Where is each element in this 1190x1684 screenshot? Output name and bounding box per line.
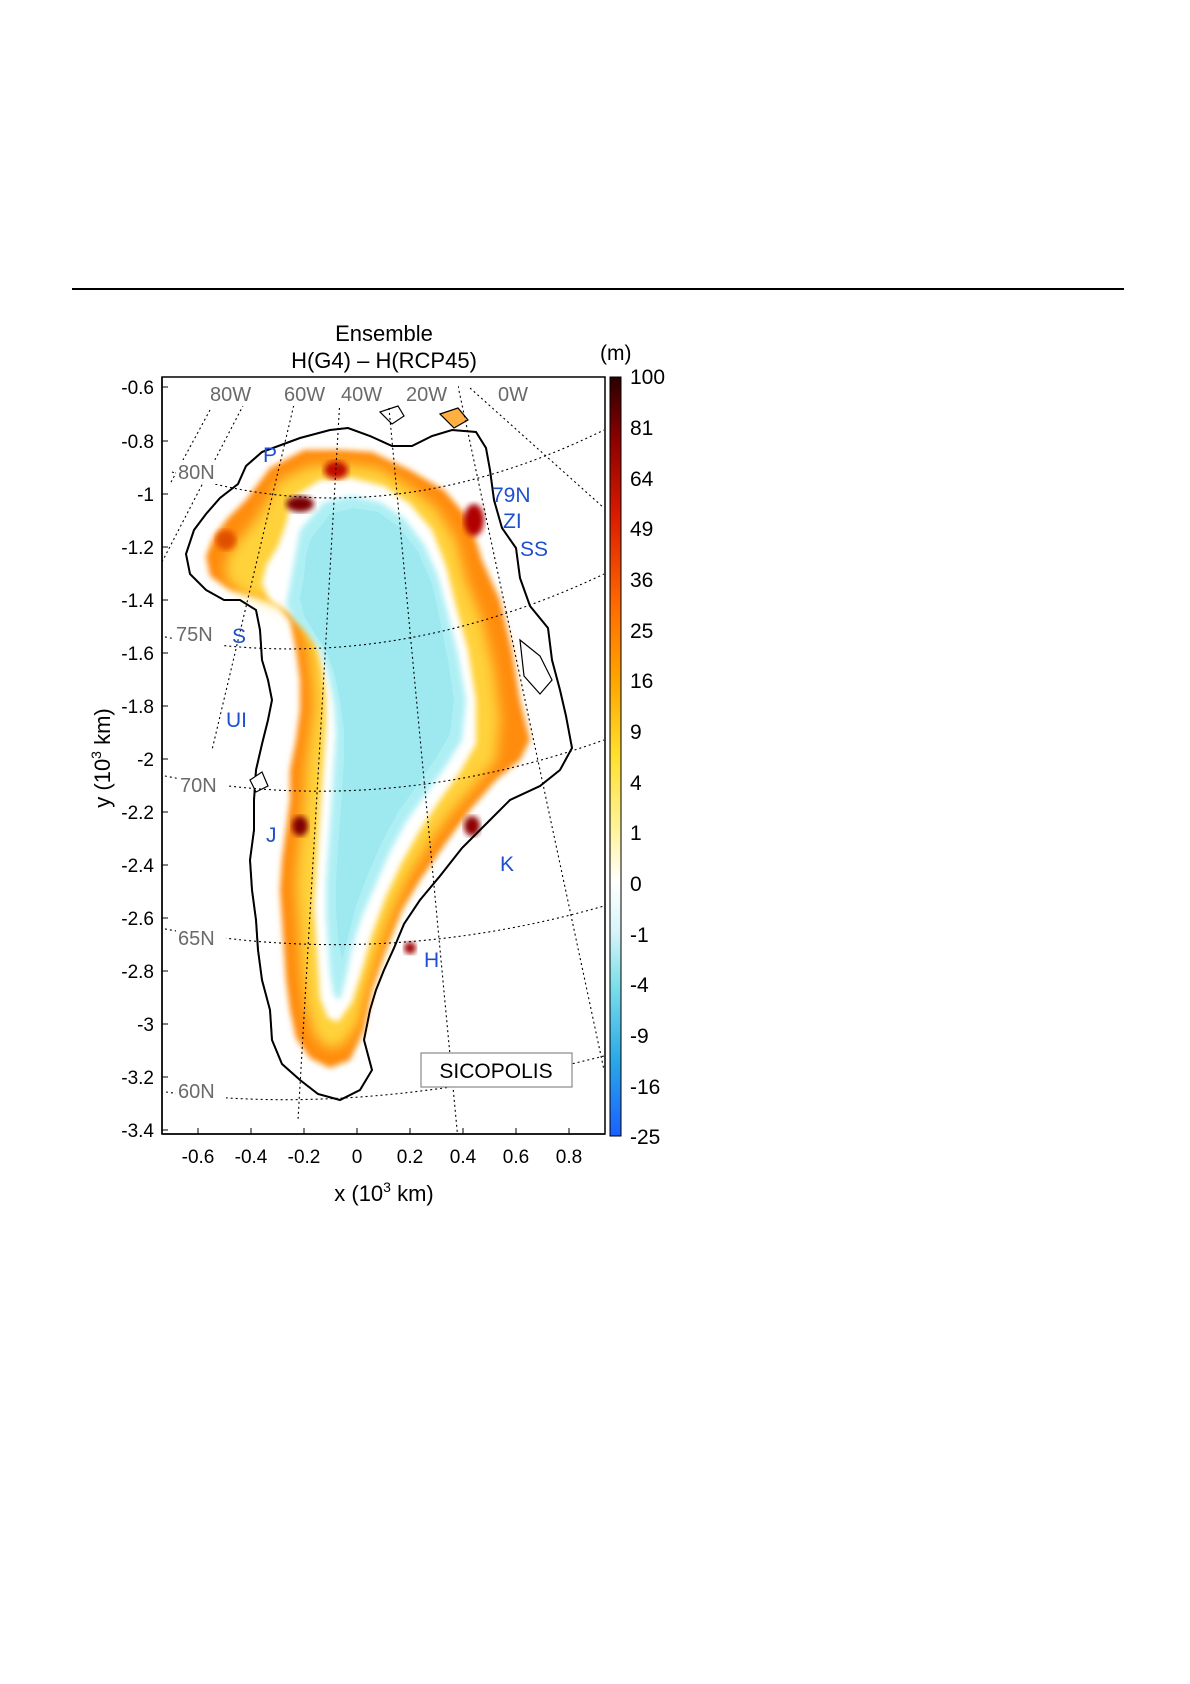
y-axis-label: y (103 km) <box>88 708 115 807</box>
graticule-lines <box>162 385 605 1134</box>
model-label-box <box>420 1052 573 1088</box>
y-tick-label: -1.2 <box>121 538 154 559</box>
title-line-1: Ensemble <box>335 321 433 346</box>
colorbar-tick-label: -4 <box>630 974 649 997</box>
y-tick-label: -0.8 <box>121 432 154 453</box>
place-label-k: K <box>500 853 514 876</box>
x-axis-label: x (103 km) <box>334 1179 433 1206</box>
y-tick-label: -1.6 <box>121 644 154 665</box>
longitude-label: 80W <box>210 384 251 406</box>
x-tick-label: -0.2 <box>288 1147 321 1168</box>
header-rule <box>72 288 1124 290</box>
place-label-ss: SS <box>520 538 548 561</box>
y-tick-label: -2.4 <box>121 856 154 877</box>
y-axis: -0.6 -0.8 -1 -1.2 -1.4 -1.6 -1.8 -2 -2.2… <box>121 377 168 1142</box>
latitude-label: 75N <box>176 624 213 646</box>
colorbar-tick-label: 81 <box>630 417 653 440</box>
y-tick-label: -2.6 <box>121 909 154 930</box>
longitude-label: 40W <box>341 384 382 406</box>
model-label: SICOPOLIS <box>439 1060 552 1083</box>
title-line-2: H(G4) – H(RCP45) <box>291 348 477 373</box>
colorbar-tick-label: 1 <box>630 822 642 845</box>
y-tick-label: -3.4 <box>121 1121 154 1142</box>
longitude-label: 20W <box>406 384 447 406</box>
place-label-j: J <box>266 824 277 847</box>
place-label-s: S <box>232 625 246 648</box>
y-tick-label: -1.4 <box>121 591 154 612</box>
latitude-label: 70N <box>180 775 217 797</box>
colorbar-tick-label: 0 <box>630 873 642 896</box>
colorbar-tick-label: 64 <box>630 468 654 491</box>
x-tick-label: 0.2 <box>397 1147 423 1168</box>
latitude-label: 65N <box>178 928 215 950</box>
place-label-zi: ZI <box>503 510 522 533</box>
colorbar-tick-label: 9 <box>630 721 642 744</box>
colorbar-tick-label: 36 <box>630 569 653 592</box>
x-tick-label: 0.4 <box>450 1147 477 1168</box>
place-label-p: P <box>263 444 277 467</box>
place-labels: P 79N ZI SS S UI J K H <box>226 444 548 972</box>
x-tick-label: 0.6 <box>503 1147 529 1168</box>
y-tick-label: -2 <box>137 750 154 771</box>
latitude-label: 80N <box>178 462 215 484</box>
x-axis: -0.6 -0.4 -0.2 0 0.2 0.4 0.6 0.8 <box>162 1128 605 1168</box>
y-tick-label: -3.2 <box>121 1068 154 1089</box>
colorbar-tick-label: -9 <box>630 1025 649 1048</box>
colorbar: (m) 100 81 64 49 36 25 16 9 4 1 0 -1 -4 … <box>600 342 665 1149</box>
y-tick-label: -1.8 <box>121 697 154 718</box>
colorbar-tick-label: 4 <box>630 772 642 795</box>
greenland-ice-sheet <box>184 405 574 1102</box>
colorbar-tick-label: 49 <box>630 518 653 541</box>
colorbar-tick-label: 25 <box>630 620 653 643</box>
x-tick-label: -0.6 <box>182 1147 215 1168</box>
y-tick-label: -3 <box>137 1015 154 1036</box>
colorbar-tick-label: -25 <box>630 1126 660 1149</box>
y-tick-label: -0.6 <box>121 378 154 399</box>
y-tick-label: -1 <box>137 485 154 506</box>
y-tick-label: -2.8 <box>121 962 154 983</box>
colorbar-tick-label: -1 <box>630 924 649 947</box>
x-tick-label: 0 <box>352 1147 363 1168</box>
longitude-label: 0W <box>498 384 528 406</box>
place-label-ui: UI <box>226 709 247 732</box>
longitude-label: 60W <box>284 384 325 406</box>
graticule-labels: 80W 60W 40W 20W 0W 80N 75N 70N 65N 60N <box>174 382 538 1103</box>
colorbar-tick-label: 16 <box>630 670 653 693</box>
y-tick-label: -2.2 <box>121 803 154 824</box>
place-label-h: H <box>424 949 439 972</box>
place-label-79n: 79N <box>492 484 531 507</box>
colorbar-tick-label: 100 <box>630 366 665 389</box>
colorbar-tick-label: -16 <box>630 1076 660 1099</box>
latitude-label: 60N <box>178 1081 215 1103</box>
x-tick-label: -0.4 <box>235 1147 268 1168</box>
colorbar-unit: (m) <box>600 342 631 365</box>
x-tick-label: 0.8 <box>556 1147 582 1168</box>
